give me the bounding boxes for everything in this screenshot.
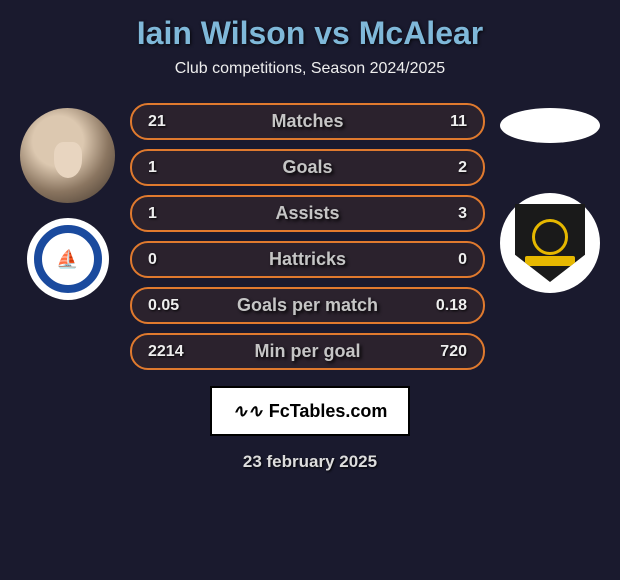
stat-label: Min per goal — [254, 341, 360, 362]
page-subtitle: Club competitions, Season 2024/2025 — [175, 60, 445, 78]
stat-right-value: 11 — [417, 113, 467, 131]
stat-right-value: 0 — [417, 251, 467, 269]
right-player-column — [500, 103, 600, 293]
stat-label: Matches — [271, 111, 343, 132]
morton-crest-ring: ⛵ — [34, 225, 102, 293]
right-player-placeholder — [500, 108, 600, 143]
stat-left-value: 1 — [148, 159, 198, 177]
stat-right-value: 0.18 — [417, 297, 467, 315]
main-row: ⛵ 21 Matches 11 1 Goals 2 1 Assists 3 0 … — [0, 103, 620, 370]
right-club-crest — [500, 193, 600, 293]
crest-inner-circle — [532, 219, 568, 255]
wave-icon: ∿∿ — [233, 401, 263, 422]
stat-left-value: 1 — [148, 205, 198, 223]
comparison-card: Iain Wilson vs McAlear Club competitions… — [0, 0, 620, 487]
stat-label: Hattricks — [269, 249, 346, 270]
table-row: 21 Matches 11 — [130, 103, 485, 140]
livingston-crest-shield — [515, 204, 585, 282]
left-club-crest: ⛵ — [27, 218, 109, 300]
stat-left-value: 21 — [148, 113, 198, 131]
source-badge: ∿∿ FcTables.com — [210, 386, 410, 436]
stat-label: Goals per match — [237, 295, 378, 316]
stat-label: Goals — [282, 157, 332, 178]
footer-date: 23 february 2025 — [243, 452, 377, 472]
source-brand: FcTables.com — [269, 401, 388, 422]
stat-left-value: 0.05 — [148, 297, 198, 315]
left-player-avatar — [20, 108, 115, 203]
stats-table: 21 Matches 11 1 Goals 2 1 Assists 3 0 Ha… — [130, 103, 485, 370]
table-row: 1 Goals 2 — [130, 149, 485, 186]
stat-left-value: 2214 — [148, 343, 198, 361]
table-row: 0 Hattricks 0 — [130, 241, 485, 278]
table-row: 2214 Min per goal 720 — [130, 333, 485, 370]
left-player-column: ⛵ — [20, 103, 115, 300]
stat-left-value: 0 — [148, 251, 198, 269]
stat-right-value: 2 — [417, 159, 467, 177]
stat-right-value: 3 — [417, 205, 467, 223]
crest-banner — [525, 256, 575, 266]
stat-label: Assists — [275, 203, 339, 224]
stat-right-value: 720 — [417, 343, 467, 361]
page-title: Iain Wilson vs McAlear — [137, 15, 483, 52]
table-row: 1 Assists 3 — [130, 195, 485, 232]
table-row: 0.05 Goals per match 0.18 — [130, 287, 485, 324]
